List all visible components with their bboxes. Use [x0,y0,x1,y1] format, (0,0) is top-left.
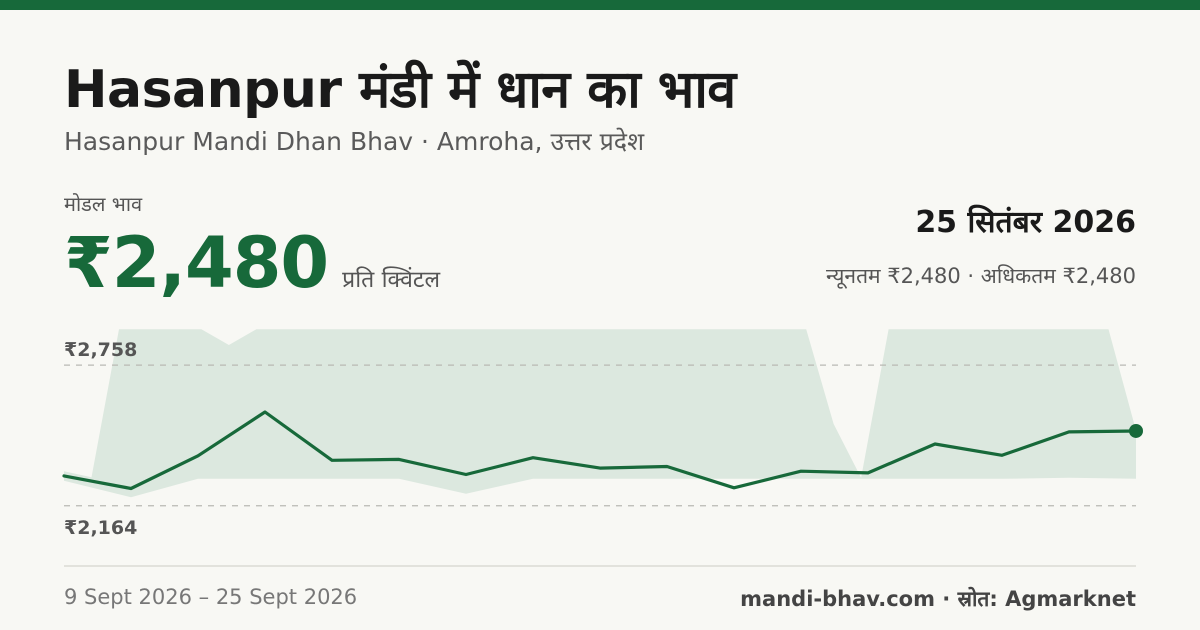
price-range: न्यूनतम ₹2,480 · अधिकतम ₹2,480 [826,264,1136,288]
page-title: Hasanpur मंडी में धान का भाव [64,60,736,120]
reference-label-1: ₹2,164 [64,517,137,539]
min-max-band [64,329,1136,498]
price-unit: प्रति क्विंटल [342,267,441,293]
price-row: ₹2,480 प्रति क्विंटल [64,222,440,304]
page-subtitle: Hasanpur Mandi Dhan Bhav · Amroha, उत्तर… [64,127,645,156]
latest-price-point [1129,423,1143,438]
price-label: मोडल भाव [64,192,143,216]
source-footer: mandi-bhav.com · स्रोत: Agmarknet [740,587,1136,611]
price-value: ₹2,480 [64,222,329,304]
reference-label-0: ₹2,758 [64,339,137,361]
top-accent-bar [0,0,1200,10]
price-date: 25 सितंबर 2026 [915,205,1136,240]
date-range-footer: 9 Sept 2026 – 25 Sept 2026 [64,585,358,609]
price-series-line [62,410,1138,491]
